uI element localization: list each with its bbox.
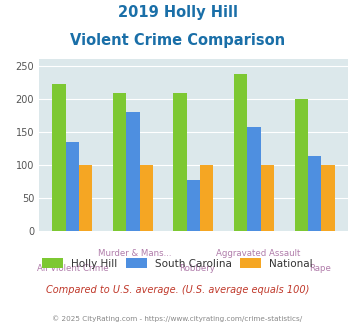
Bar [187, 180, 200, 231]
Legend: Holly Hill, South Carolina, National: Holly Hill, South Carolina, National [42, 258, 313, 269]
Text: All Violent Crime: All Violent Crime [37, 264, 109, 273]
Text: © 2025 CityRating.com - https://www.cityrating.com/crime-statistics/: © 2025 CityRating.com - https://www.city… [53, 315, 302, 322]
Bar [53, 84, 66, 231]
Bar [79, 165, 92, 231]
Bar [174, 93, 187, 231]
Text: 2019 Holly Hill: 2019 Holly Hill [118, 5, 237, 20]
Bar [295, 99, 308, 231]
Bar [126, 112, 140, 231]
Bar [113, 93, 126, 231]
Text: Compared to U.S. average. (U.S. average equals 100): Compared to U.S. average. (U.S. average … [46, 285, 309, 295]
Text: Robbery: Robbery [179, 264, 214, 273]
Text: Aggravated Assault: Aggravated Assault [216, 249, 301, 258]
Text: Murder & Mans...: Murder & Mans... [98, 249, 171, 258]
Bar [261, 165, 274, 231]
Text: Rape: Rape [309, 264, 331, 273]
Bar [200, 165, 213, 231]
Bar [321, 165, 334, 231]
Bar [66, 142, 79, 231]
Bar [140, 165, 153, 231]
Bar [308, 156, 321, 231]
Text: Violent Crime Comparison: Violent Crime Comparison [70, 33, 285, 48]
Bar [234, 74, 247, 231]
Bar [247, 127, 261, 231]
